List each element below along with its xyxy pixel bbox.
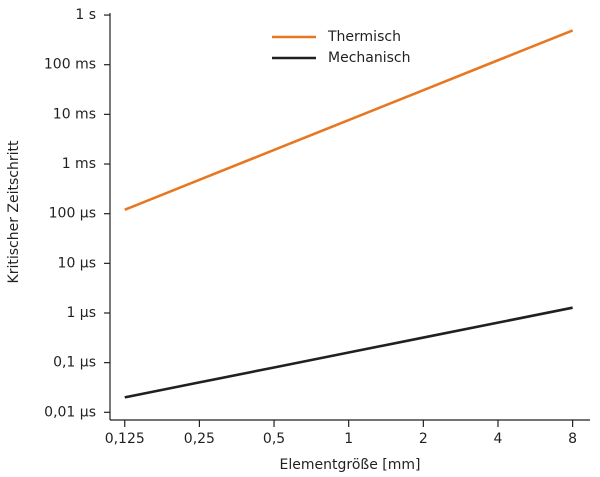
y-tick-label: 100 ms (44, 57, 96, 73)
x-tick-label: 2 (419, 431, 428, 447)
x-tick-label: 4 (494, 431, 503, 447)
legend-label: Thermisch (327, 29, 401, 45)
y-tick-label: 1 µs (66, 305, 96, 321)
y-tick-label: 0,1 µs (53, 355, 96, 371)
x-tick-label: 1 (344, 431, 353, 447)
y-tick-label: 0,01 µs (44, 404, 96, 420)
x-axis-label: Elementgröße [mm] (280, 457, 421, 473)
y-tick-label: 1 s (75, 7, 96, 23)
legend-label: Mechanisch (328, 50, 410, 66)
series-line (124, 306, 573, 399)
y-tick-label: 1 ms (62, 156, 96, 172)
y-axis-label: Kritischer Zeitschritt (6, 140, 22, 283)
series-line (124, 29, 574, 211)
x-tick-label: 0,25 (184, 431, 215, 447)
x-tick-label: 8 (568, 431, 577, 447)
y-tick-label: 10 µs (58, 255, 96, 271)
y-tick-label: 10 ms (53, 106, 96, 122)
x-tick-label: 0,125 (105, 431, 145, 447)
y-tick-label: 100 µs (49, 206, 96, 222)
x-tick-label: 0,5 (263, 431, 285, 447)
